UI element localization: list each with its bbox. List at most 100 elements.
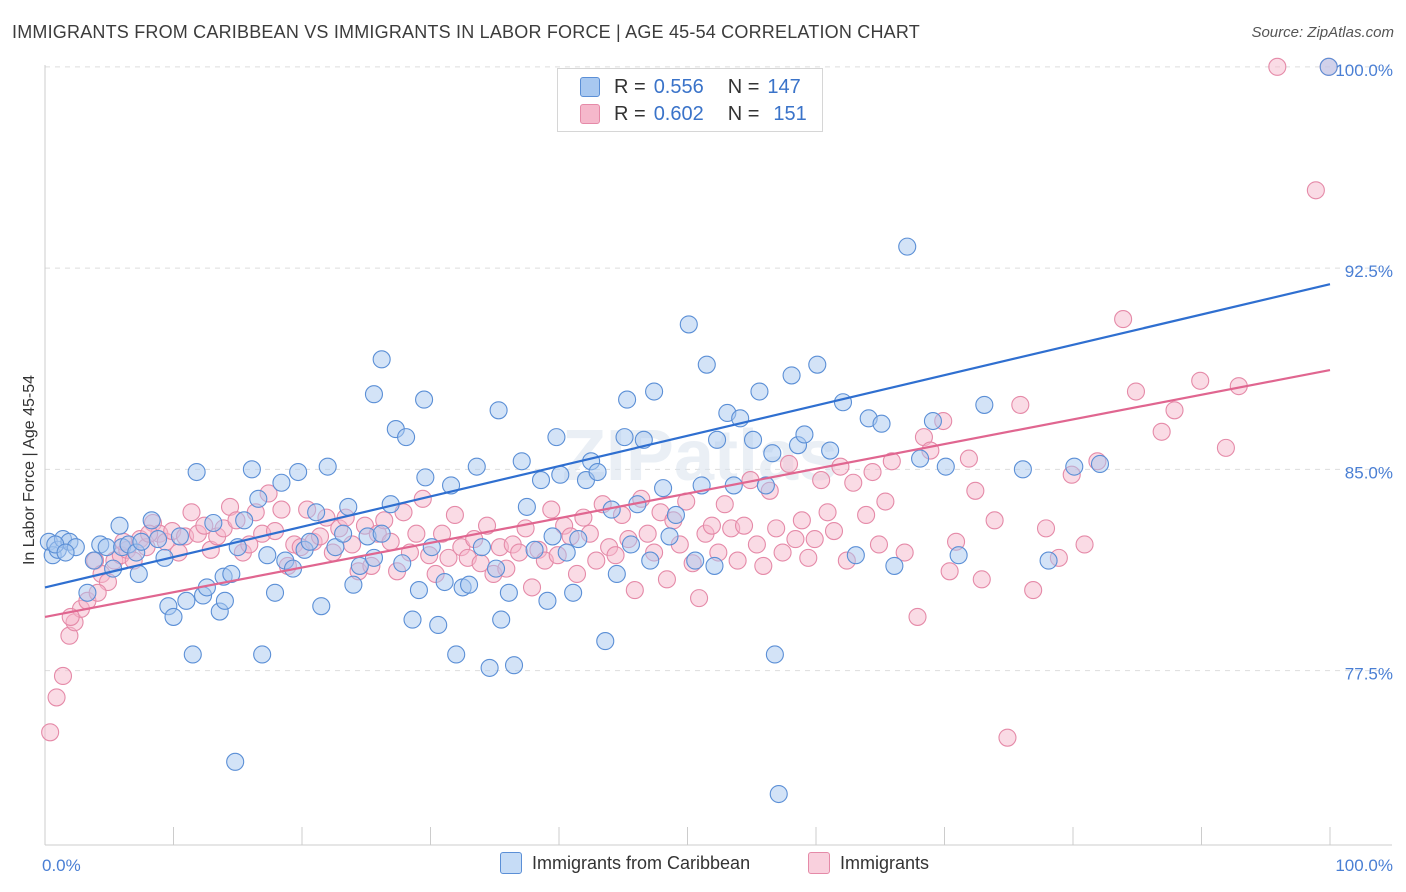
scatter-point — [708, 430, 727, 449]
scatter-point — [812, 471, 831, 490]
scatter-point — [215, 591, 234, 610]
scatter-point — [908, 607, 927, 626]
scatter-point — [403, 610, 422, 629]
scatter-point — [447, 645, 466, 664]
scatter-point — [429, 615, 448, 635]
bottom-legend-caribbean: Immigrants from Caribbean — [500, 852, 750, 874]
scatter-point — [512, 452, 531, 471]
scatter-point — [769, 784, 788, 804]
scatter-point — [743, 430, 763, 449]
scatter-point — [638, 524, 657, 543]
scatter-point — [767, 519, 786, 538]
scatter-point — [773, 543, 792, 562]
scatter-point — [885, 556, 904, 575]
scatter-point — [588, 462, 607, 482]
scatter-point — [517, 497, 536, 516]
scatter-point — [756, 476, 775, 495]
scatter-point — [869, 535, 889, 554]
scatter-point — [253, 645, 272, 664]
scatter-point — [226, 752, 245, 771]
legend-r-label: R = — [614, 75, 646, 98]
legend-swatch-caribbean — [580, 77, 600, 97]
scatter-point — [1024, 581, 1043, 600]
scatter-point — [895, 543, 914, 562]
scatter-point — [467, 457, 486, 476]
scatter-point — [625, 581, 644, 600]
scatter-point — [258, 546, 277, 565]
bottom-legend-label: Immigrants from Caribbean — [532, 852, 751, 873]
bottom-legend-immigrants: Immigrants — [808, 852, 929, 874]
bottom-legend-swatch-immigrants — [808, 852, 830, 874]
scatter-point — [272, 500, 291, 519]
scatter-point — [799, 548, 818, 567]
scatter-point — [567, 564, 587, 584]
scatter-point — [949, 546, 968, 565]
bottom-legend-swatch-caribbean — [500, 852, 522, 874]
scatter-point — [522, 578, 542, 597]
scatter-point — [326, 538, 345, 557]
scatter-point — [415, 390, 434, 409]
scatter-point — [805, 530, 824, 549]
scatter-point — [459, 575, 479, 594]
scatter-point — [551, 465, 570, 484]
scatter-point — [587, 551, 606, 570]
scatter-point — [985, 511, 1004, 530]
scatter-point — [940, 562, 959, 581]
scatter-point — [177, 591, 196, 610]
scatter-point — [489, 401, 508, 420]
scatter-point — [397, 428, 416, 447]
scatter-point — [372, 524, 391, 543]
scatter-point — [618, 390, 637, 409]
scatter-point — [222, 564, 241, 584]
scatter-point — [666, 505, 685, 525]
scatter-point — [972, 570, 991, 589]
scatter-point — [289, 462, 308, 482]
scatter-point — [975, 395, 994, 414]
y-tick-label: 100.0% — [1335, 61, 1393, 80]
scatter-point — [170, 527, 189, 546]
scatter-point — [307, 503, 326, 522]
scatter-point — [525, 540, 544, 559]
legend-n-label: N = — [727, 75, 760, 98]
scatter-point — [142, 511, 161, 530]
scatter-point — [41, 723, 60, 742]
legend-row-caribbean: R = 0.556 N = 147 — [580, 74, 801, 100]
scatter-point — [97, 538, 116, 557]
scatter-point — [697, 355, 716, 374]
scatter-point — [754, 556, 773, 575]
scatter-point — [765, 645, 784, 664]
scatter-point — [204, 513, 223, 533]
scatter-point — [782, 366, 801, 385]
scatter-point — [472, 538, 491, 557]
scatter-point — [966, 481, 985, 500]
scatter-point — [445, 505, 464, 525]
scatter-point — [1191, 371, 1210, 390]
scatter-point — [300, 532, 319, 551]
scatter-point — [679, 315, 698, 334]
scatter-point — [876, 492, 895, 511]
scatter-point — [734, 516, 754, 535]
scatter-point — [249, 489, 268, 508]
scatter-point — [409, 581, 428, 600]
scatter-point — [56, 543, 75, 562]
scatter-point — [715, 495, 734, 514]
scatter-point — [480, 658, 499, 677]
scatter-point — [339, 497, 358, 516]
scatter-point — [660, 527, 679, 546]
scatter-point — [531, 471, 551, 490]
legend: R = 0.556 N = 147 R = 0.602 N = 151 — [557, 68, 823, 132]
scatter-point — [1075, 535, 1094, 554]
scatter-point — [872, 414, 891, 433]
scatter-point — [1090, 454, 1110, 474]
trend-line-caribbean — [44, 283, 1331, 589]
scatter-point — [615, 428, 634, 447]
legend-row-immigrants: R = 0.602 N = 151 — [580, 101, 807, 127]
scatter-point — [543, 527, 562, 546]
legend-n-label: N = — [727, 102, 760, 125]
scatter-point — [1306, 181, 1325, 200]
scatter-point — [654, 479, 673, 498]
scatter-point — [433, 524, 452, 543]
scatter-point — [959, 449, 978, 468]
scatter-point — [542, 500, 561, 519]
